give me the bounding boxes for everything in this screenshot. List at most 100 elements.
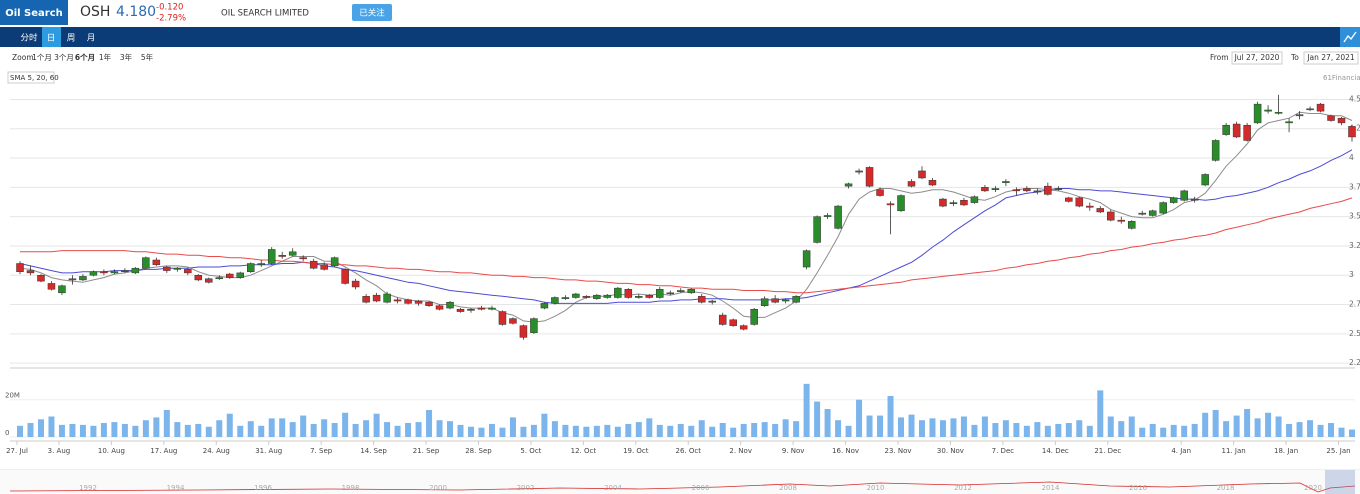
credits: 61Financial [1323,74,1360,82]
candle-body [121,270,129,272]
tab[interactable]: 日 [47,34,56,44]
zoom-label: Zoom [12,53,34,62]
zoom-option[interactable]: 3年 [120,52,133,62]
candle-body [299,257,307,260]
candle-body [1222,124,1230,135]
navigator-year: 2004 [604,484,622,492]
candle-body [1285,121,1293,124]
x-tick-label: 4. Jan [1171,447,1191,455]
candle-body [739,325,748,330]
candle-body [1327,115,1335,121]
follow-button-bg[interactable] [352,4,392,21]
candle-body [750,308,758,325]
zoom-option[interactable]: 1个月 [32,53,52,62]
x-tick-label: 5. Oct [520,447,541,455]
volume-bar [772,423,779,437]
candle-body [960,199,968,206]
volume-tick-label: 20M [5,392,20,400]
candle-body [918,170,926,179]
from-box[interactable] [1231,51,1283,65]
to-label: To [1290,53,1299,62]
candle-body [886,203,895,206]
candle-body [781,299,790,302]
price: 4.180 [116,4,156,20]
volume-bar [730,427,737,437]
zoom-option[interactable]: 5年 [141,52,154,62]
tab[interactable]: 分时 [20,33,38,44]
y-tick-label: 2.75 [1349,300,1360,309]
candle-body [288,251,297,256]
to-box[interactable] [1303,51,1359,65]
to-date[interactable]: Jan 27, 2021 [1306,53,1355,62]
volume-bar [289,422,296,437]
candle-body [1002,181,1010,183]
volume-bar [394,425,401,437]
sma-line [19,149,1353,304]
logo-box [0,0,68,25]
candle-body [173,267,182,270]
volume-bar [121,423,128,437]
tab[interactable]: 月 [87,34,96,44]
volume-bar [268,418,275,437]
candle-body [561,297,570,299]
volume-bar [625,423,632,437]
x-tick-label: 9. Nov [782,447,805,455]
x-tick-label: 21. Dec [1094,447,1121,455]
navigator-selection[interactable] [1325,470,1355,494]
chart-icon[interactable] [1343,31,1357,43]
volume-bar [1191,423,1198,437]
navigator-year: 2000 [429,484,447,492]
volume-bar [1296,422,1303,437]
volume-bar [1128,416,1135,437]
candle-body [1117,219,1126,222]
volume-bar [688,425,695,437]
chart-icon-bg[interactable] [1340,27,1360,47]
candle-body [152,259,161,265]
x-tick-label: 2. Nov [729,447,752,455]
zoom-option[interactable]: 3个月 [54,53,74,62]
volume-bar [1097,390,1104,437]
volume-bar [142,420,149,437]
from-label: From [1210,53,1229,62]
candle-body [624,289,633,298]
candle-body [519,325,528,338]
volume-bar [1181,425,1188,437]
zoom-option[interactable]: 1年 [99,52,112,62]
candle-body [341,269,349,284]
candle-body [666,292,675,295]
volume-bar [1139,427,1146,437]
candle-body [330,257,339,267]
candle-body [876,189,884,196]
tab[interactable]: 周 [67,34,76,44]
volume-bar [656,424,663,437]
navigator-year: 2018 [1217,484,1235,492]
tab-active-bg[interactable] [42,27,61,47]
candle-body [79,276,87,281]
volume-bar [887,395,894,437]
volume-bar [1044,425,1051,437]
volume-bar [216,420,223,437]
volume-bar [1317,424,1324,437]
volume-bar [363,420,370,437]
volume-bar [960,416,967,437]
volume-bar [814,401,821,437]
volume-bar [604,424,611,437]
navigator-year: 2012 [954,484,972,492]
volume-bar [247,421,254,437]
candle-body [1243,124,1251,141]
candle-body [907,181,916,187]
candle-body [194,274,203,281]
candle-body [68,278,77,281]
candle-body [226,273,234,278]
from-date[interactable]: Jul 27, 2020 [1234,53,1280,62]
candle-body [372,294,381,302]
candle-body [949,202,958,204]
candle-body [1023,188,1031,192]
candle-body [488,307,496,310]
candle-body [760,298,769,306]
zoom-option[interactable]: 6个月 [75,52,95,62]
x-tick-label: 7. Sep [310,447,333,455]
follow-button[interactable]: 已关注 [359,8,385,19]
x-tick-label: 14. Sep [360,447,387,455]
candle-body [1274,112,1283,114]
